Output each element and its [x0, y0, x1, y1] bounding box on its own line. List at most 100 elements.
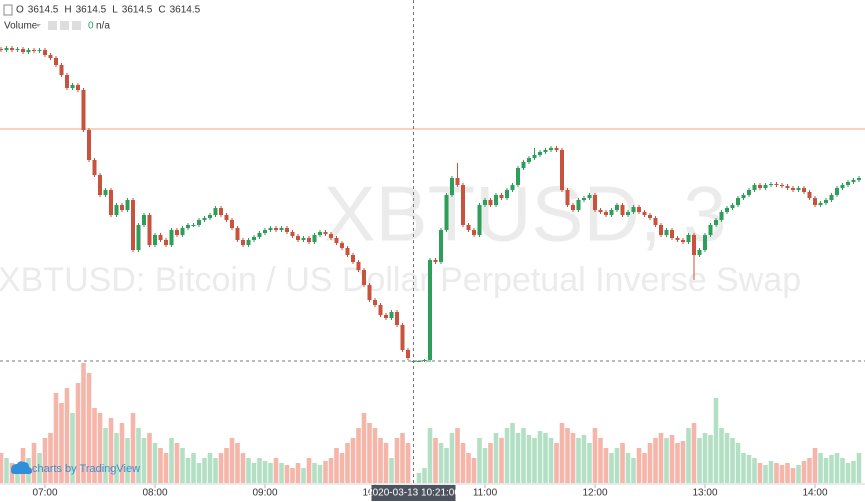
- candle-body: [252, 237, 256, 240]
- candle-body: [351, 255, 355, 262]
- x-tick-label: 13:00: [692, 488, 717, 499]
- candle-body: [186, 225, 190, 228]
- candle-body: [835, 188, 839, 195]
- candle-body: [774, 184, 779, 185]
- volume-bar: [383, 443, 389, 483]
- candle-body: [719, 212, 724, 220]
- candle-body: [675, 238, 680, 240]
- volume-bar: [251, 463, 257, 483]
- volume-bar: [59, 403, 64, 483]
- candle-body: [246, 240, 251, 245]
- candle-body: [659, 225, 663, 235]
- branding[interactable]: charts by TradingView: [11, 461, 140, 475]
- legend-value: 3614.5: [170, 5, 201, 16]
- candle-body: [208, 215, 212, 218]
- candle-body: [807, 192, 812, 198]
- volume-bar: [86, 373, 92, 483]
- candle-body: [406, 350, 410, 358]
- candle-body: [312, 235, 317, 242]
- candle-body: [752, 185, 757, 190]
- volume-bar: [202, 458, 207, 483]
- candle-body: [477, 205, 482, 235]
- volume-bar: [185, 458, 191, 483]
- volume-bar: [350, 438, 356, 483]
- volume-bar: [361, 413, 367, 483]
- candle-body: [653, 218, 658, 225]
- crosshair-label-bg: [371, 485, 456, 501]
- candle-body: [769, 184, 773, 185]
- dropdown-icon[interactable]: [35, 24, 41, 27]
- volume-label: Volume: [4, 21, 38, 32]
- volume-bar: [108, 418, 114, 483]
- candle-body: [169, 230, 174, 245]
- candle-body: [818, 203, 823, 205]
- volume-bar: [477, 438, 482, 483]
- volume-bar: [141, 438, 147, 483]
- volume-bar: [290, 468, 295, 483]
- candle-body: [582, 198, 586, 200]
- volume-bar: [306, 458, 312, 483]
- volume-bar: [515, 433, 521, 483]
- volume-bar: [191, 453, 196, 483]
- volume-bar: [774, 463, 779, 483]
- candle-body: [158, 235, 163, 240]
- candle-body: [367, 285, 372, 300]
- candle-body: [461, 185, 465, 225]
- candle-body: [37, 50, 42, 51]
- volume-bar: [471, 458, 477, 483]
- candle-body: [4, 48, 9, 50]
- volume-bar: [53, 393, 59, 483]
- candle-body: [307, 238, 311, 242]
- candle-body: [395, 312, 399, 325]
- candle-body: [538, 152, 542, 155]
- candle-body: [488, 200, 493, 205]
- close-button[interactable]: [72, 21, 81, 30]
- candle-body: [257, 233, 262, 237]
- volume-bar: [625, 453, 631, 483]
- candle-body: [290, 232, 295, 236]
- candle-body: [483, 200, 487, 205]
- candle-body: [554, 148, 559, 150]
- volume-bar: [636, 448, 642, 483]
- volume-bar: [713, 398, 719, 483]
- candle-body: [708, 225, 713, 235]
- candle-body: [219, 208, 223, 215]
- volume-bar: [31, 443, 37, 483]
- candle-body: [202, 218, 207, 220]
- volume-bar: [224, 448, 229, 483]
- volume-bar: [0, 453, 4, 483]
- volume-bar: [328, 458, 334, 483]
- candle-body: [642, 212, 647, 215]
- volume-bar: [702, 433, 708, 483]
- candle-body: [153, 235, 157, 245]
- candle-body: [422, 360, 427, 361]
- candle-body: [92, 160, 97, 175]
- volume-bar: [339, 453, 345, 483]
- volume-bar: [851, 461, 856, 483]
- eye-button[interactable]: [48, 21, 57, 30]
- candle-body: [692, 235, 696, 255]
- volume-bar: [647, 443, 653, 483]
- candle-body: [230, 220, 234, 228]
- volume-bar: [620, 443, 625, 483]
- volume-bar: [262, 461, 268, 483]
- volume-bar: [812, 448, 818, 483]
- volume-bar: [735, 443, 741, 483]
- volume-bar: [499, 438, 504, 483]
- volume-bar: [372, 428, 378, 483]
- volume-bar: [493, 433, 499, 483]
- volume-ma: n/a: [96, 21, 110, 32]
- settings-button[interactable]: [60, 21, 69, 30]
- volume-bar: [581, 435, 587, 483]
- volume-bar: [213, 458, 218, 483]
- volume-bar: [790, 468, 796, 483]
- volume-bar: [147, 433, 152, 483]
- candle-body: [296, 236, 300, 240]
- legend-value: 3614.5: [76, 5, 107, 16]
- volume-bar: [81, 363, 86, 483]
- candle-body: [417, 361, 421, 362]
- branding-logo: [11, 461, 32, 474]
- candle-body: [472, 230, 476, 235]
- volume-bar: [587, 443, 592, 483]
- volume-bar: [669, 435, 675, 483]
